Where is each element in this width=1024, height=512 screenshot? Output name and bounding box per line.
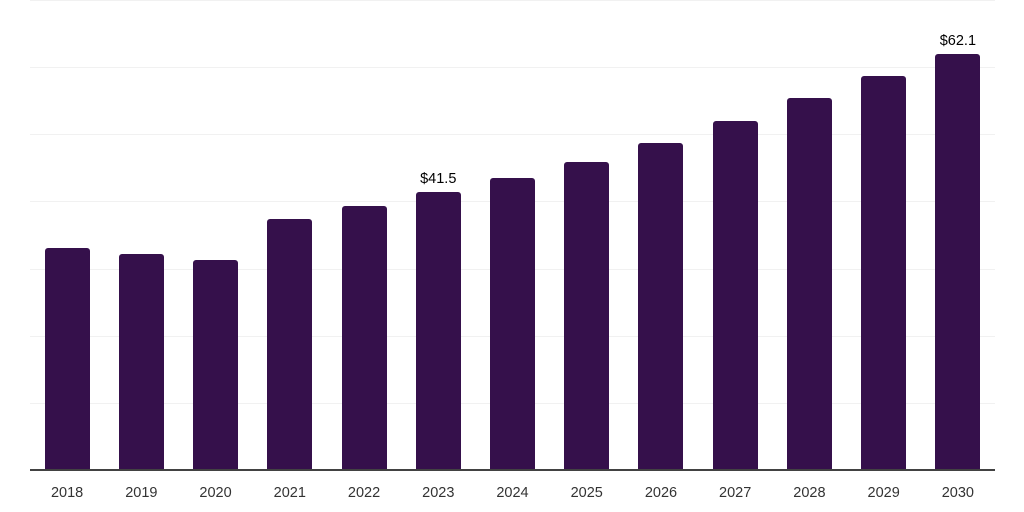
bar-2028 <box>786 98 832 471</box>
data-label-2030: $62.1 <box>939 32 977 49</box>
bar-2024 <box>490 178 535 471</box>
bar-2019 <box>118 254 164 471</box>
bar-2027 <box>712 121 758 471</box>
bar-2022 <box>341 205 387 471</box>
x-tick-label-2022: 2022 <box>347 485 381 501</box>
bar-2026 <box>638 142 684 471</box>
x-tick-label-2027: 2027 <box>719 485 752 501</box>
x-tick-label-2023: 2023 <box>422 485 455 501</box>
bar-2018 <box>44 248 90 471</box>
bar-2021 <box>267 218 313 471</box>
bar-2020 <box>193 259 239 471</box>
x-tick-label-2020: 2020 <box>199 485 232 501</box>
x-tick-label-2021: 2021 <box>273 485 306 501</box>
bar-2030 <box>935 54 981 471</box>
x-tick-label-2018: 2018 <box>50 485 84 501</box>
data-label-2023: $41.5 <box>420 170 457 187</box>
x-tick-label-2025: 2025 <box>570 485 603 501</box>
x-tick-label-2029: 2029 <box>867 485 900 501</box>
plot-area: $41.5 $62.1 <box>30 0 995 471</box>
bar-2029 <box>861 76 907 471</box>
x-tick-label-2028: 2028 <box>793 485 826 501</box>
gridline <box>30 0 995 1</box>
x-tick-label-2030: 2030 <box>941 485 975 501</box>
gridline <box>30 134 995 136</box>
x-tick-label-2026: 2026 <box>644 485 678 501</box>
bar-2023 <box>415 192 461 471</box>
x-tick-label-2019: 2019 <box>125 485 158 501</box>
bar-2025 <box>564 162 610 471</box>
x-tick-label-2024: 2024 <box>496 485 529 501</box>
x-axis-line <box>30 469 995 471</box>
gridline <box>30 67 995 69</box>
